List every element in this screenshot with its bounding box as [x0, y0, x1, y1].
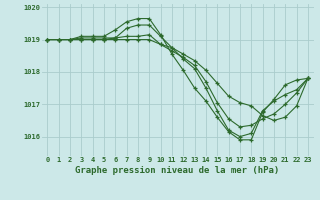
X-axis label: Graphe pression niveau de la mer (hPa): Graphe pression niveau de la mer (hPa)	[76, 166, 280, 175]
